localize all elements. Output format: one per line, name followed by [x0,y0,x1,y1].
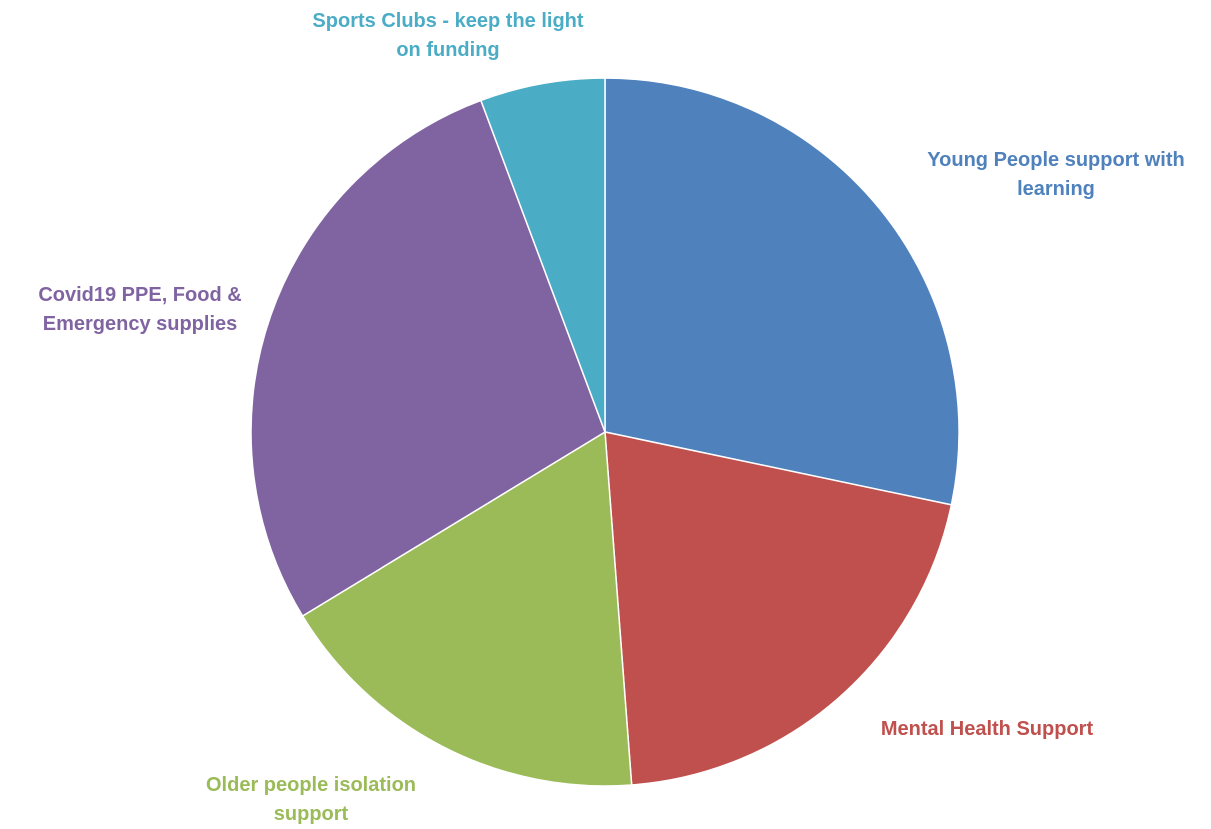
pie-slice-1 [604,431,953,786]
pie-labels: Young People support with learning Mental … [38,10,1184,825]
pie-slice-4 [479,77,606,433]
slice-label-line: Mental Health Support [881,718,1094,740]
pie-slice-2 [301,430,633,787]
slice-label-line: support [274,803,349,825]
slice-label-line: Sports Clubs - keep the light [312,10,583,32]
slice-label-0: Young People support with learning [927,149,1184,200]
slice-label-3: Covid19 PPE, Food & Emergency supplies [38,284,241,335]
pie-slice-0 [604,77,960,506]
slice-label-1: Mental Health Support [881,718,1094,740]
slice-label-line: learning [1017,178,1095,200]
slice-label-line: Young People support with [927,149,1184,171]
slice-label-line: Emergency supplies [43,313,238,335]
slice-label-line: on funding [396,39,499,61]
slice-label-line: Covid19 PPE, Food & [38,284,241,306]
slice-label-4: Sports Clubs - keep the light on funding [312,10,583,61]
pie-slice-3 [250,99,606,618]
slice-label-line: Older people isolation [206,774,416,796]
slice-label-2: Older people isolation support [206,774,416,825]
pie-slices [250,77,960,787]
